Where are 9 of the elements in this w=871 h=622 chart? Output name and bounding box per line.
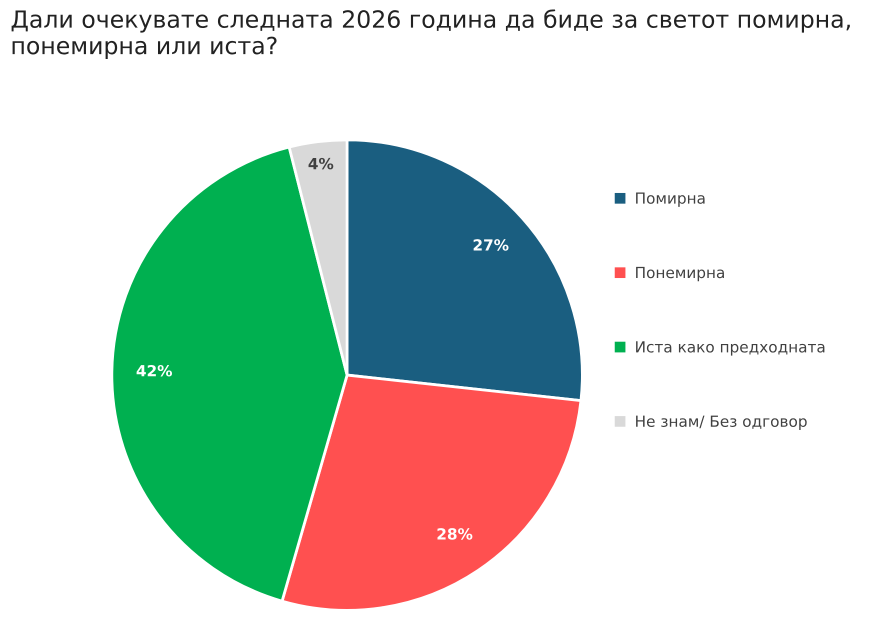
data-label: 28%	[438, 528, 472, 540]
chart-title: Дали очекувате следната 2026 година да биде за светот помирна, понемирна или иста?	[12, 9, 850, 60]
legend-label: Понемирна	[636, 266, 724, 282]
data-label: 27%	[474, 239, 509, 251]
legend-label: Помирна	[636, 192, 705, 207]
data-label: 4%	[308, 158, 334, 170]
legend-label: Не знам/ Без одговор	[636, 416, 807, 430]
data-label: 42%	[136, 364, 172, 376]
legend-label: Иста како предходната	[636, 341, 824, 356]
